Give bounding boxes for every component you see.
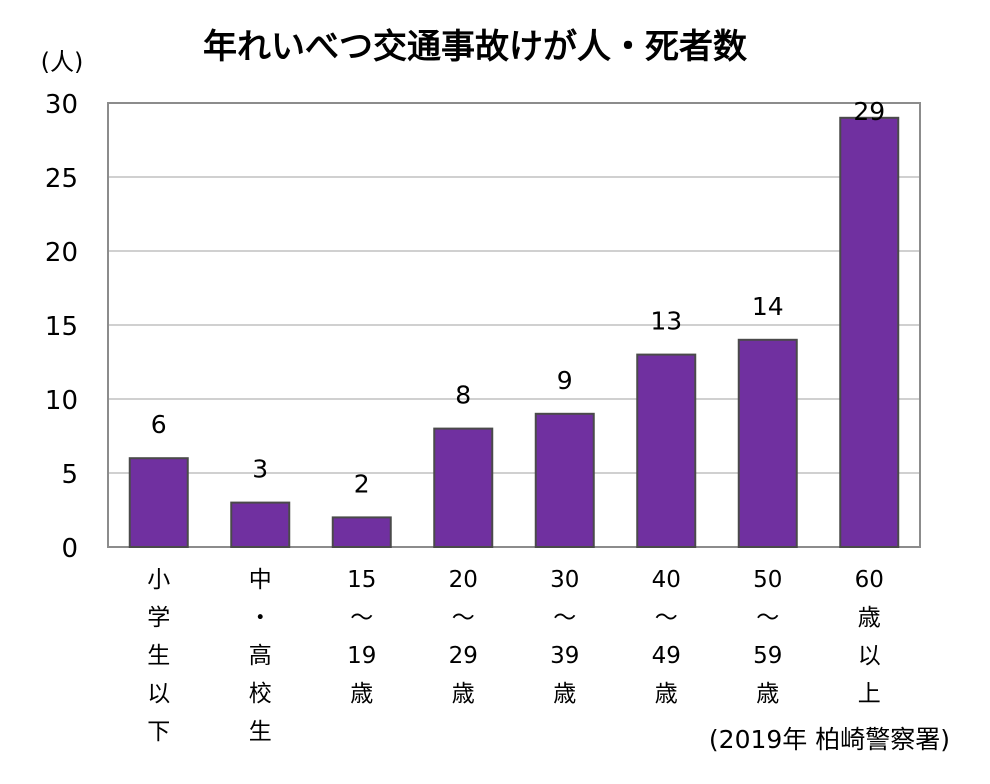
x-axis-label-part: 高 (249, 643, 272, 669)
x-axis-label-part: 19 (347, 643, 376, 669)
x-axis-label-part: 小 (147, 567, 170, 593)
data-label: 2 (354, 469, 370, 498)
x-axis-label-part: 30 (550, 567, 579, 593)
bar (331, 516, 392, 549)
y-tick-label: 5 (61, 460, 78, 490)
source-note: (2019年 柏崎警察署) (709, 725, 950, 754)
x-axis-label-part: 生 (249, 719, 272, 745)
x-axis-label-part: 校 (249, 681, 272, 707)
y-tick-label: 10 (45, 386, 78, 416)
x-axis-label-part: 歳 (756, 681, 779, 707)
x-axis-label-part: 歳 (858, 605, 881, 631)
x-axis-label-part: 40 (652, 567, 681, 593)
bar (737, 338, 798, 548)
plot-area-frame (107, 102, 921, 548)
x-axis-label-part: ～ (452, 605, 475, 631)
x-axis-label-part: ～ (553, 605, 576, 631)
bar (128, 457, 189, 549)
x-axis-label-part: 50 (753, 567, 782, 593)
bar (839, 116, 900, 549)
x-axis-label-part: ・ (249, 605, 272, 631)
x-axis-label-part: 歳 (655, 681, 678, 707)
data-label: 3 (252, 455, 268, 484)
y-tick-label: 15 (45, 312, 78, 342)
grid-lines (108, 176, 920, 474)
y-axis-unit-label: (人) (41, 48, 84, 76)
x-axis-label-part: 歳 (350, 681, 373, 707)
x-axis-label-part: 60 (855, 567, 884, 593)
x-axis-label-part: 59 (753, 643, 782, 669)
data-label: 6 (151, 410, 167, 439)
x-axis-label-part: 以 (858, 643, 881, 669)
data-label: 29 (853, 97, 885, 126)
data-label: 13 (650, 307, 682, 336)
data-labels: 6 3 2 8 9 13 14 29 (151, 97, 885, 498)
bar (534, 412, 595, 548)
bar (433, 427, 494, 549)
x-axis-label-part: 49 (652, 643, 681, 669)
data-label: 14 (752, 292, 784, 321)
x-axis-label-part: 学 (147, 605, 170, 631)
bar (636, 353, 697, 548)
data-label: 8 (455, 381, 471, 410)
y-tick-label: 0 (61, 534, 78, 564)
x-axis-label-part: 下 (147, 719, 170, 745)
x-axis-label-part: 中 (249, 567, 272, 593)
x-axis-label-part: ～ (756, 605, 779, 631)
bars (128, 116, 900, 549)
bar (230, 501, 291, 549)
x-axis-label-part: ～ (350, 605, 373, 631)
y-axis-ticks: 0 5 10 15 20 25 30 (45, 90, 78, 564)
x-axis-label-part: 15 (347, 567, 376, 593)
y-tick-label: 30 (45, 90, 78, 120)
chart-title: 年れいべつ交通事故けが人・死者数 (203, 27, 747, 67)
x-axis-label-part: 上 (858, 681, 881, 707)
x-axis-label-part: 歳 (452, 681, 475, 707)
x-axis-label-part: 生 (147, 643, 170, 669)
x-axis-label-part: ～ (655, 605, 678, 631)
x-axis-label-part: 歳 (553, 681, 576, 707)
x-axis-label-part: 20 (449, 567, 478, 593)
x-axis-labels: 小学生以下中・高校生15～19歳20～29歳30～39歳40～49歳50～59歳… (147, 567, 884, 745)
x-axis-label-part: 29 (449, 643, 478, 669)
x-axis-label-part: 39 (550, 643, 579, 669)
y-tick-label: 20 (45, 238, 78, 268)
data-label: 9 (557, 366, 573, 395)
y-tick-label: 25 (45, 164, 78, 194)
x-axis-label-part: 以 (147, 681, 170, 707)
